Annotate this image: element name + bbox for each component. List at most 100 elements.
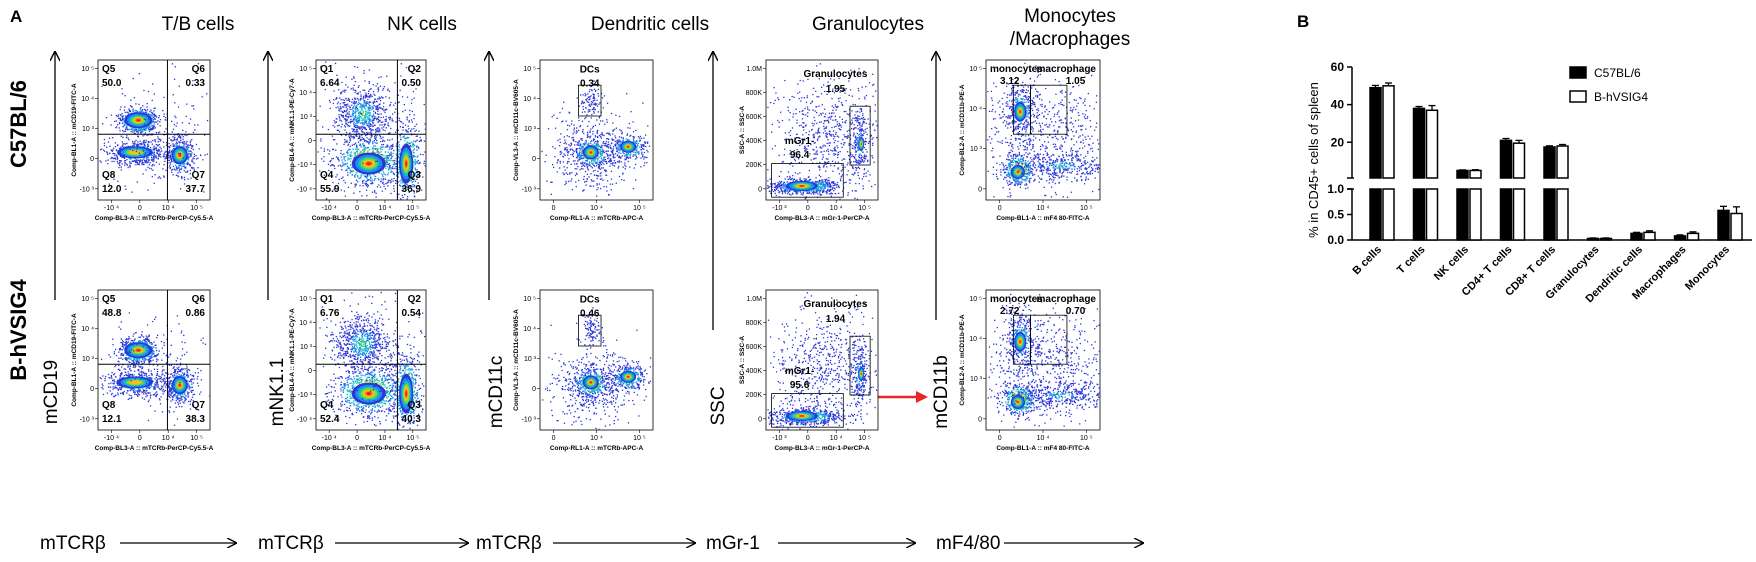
legend-label: B-hVSIG4 [1594,90,1648,104]
column-title-nk: NK cells [387,14,457,35]
plot-nk-y-param: Comp-BL4-A :: mNK1.1-PE-Cy7-A [289,78,296,182]
y-tick-lower: 0.0 [1327,233,1344,247]
event-dots [319,291,426,430]
bar-category-label: Monocytes [1683,244,1732,293]
plot-gr-ytick: 0 [758,186,762,193]
y-axis-name-tb: mCD19 [41,360,62,424]
plot-gr-ytick: 800K [746,90,763,97]
plot-tb-xtick: 0 [138,435,142,442]
plot-nk-xtick: 10 ⁵ [406,435,419,442]
plot-dc-xtick: 10 ⁵ [633,435,646,442]
plot-mm-ytick: 10 ⁵ [969,66,982,73]
plot-nk-ytick: -10 ³ [298,392,313,399]
gate-q7: Q7 [192,170,206,181]
gate-mgr1neg: mGr1- [785,136,814,147]
plot-nk-xtick: 10 ⁵ [406,205,419,212]
plot-mm-xtick: 0 [998,205,1002,212]
plot-gr-y-param: SSC-A :: SSC-A [739,106,746,154]
plot-dc-ytick: 10 ³ [524,126,537,133]
gate-q5-value: 50.0 [102,78,122,89]
plot-gr-xtick: -10 ³ [772,435,787,442]
plot-frame-dc [539,289,654,431]
plot-dc-x-param: Comp-RL1-A :: mTCRb-APC-A [550,215,644,222]
plot-dc-ytick: 10 ⁵ [523,66,536,73]
event-dots [541,80,651,197]
gate-q8: Q8 [102,170,116,181]
gate-q7-value: 38.3 [186,414,206,425]
plot-dc-ytick: 10 ⁵ [523,296,536,303]
plot-mm-x-param: Comp-BL1-A :: mF4 80-FITC-A [996,445,1090,452]
granulocyte-gate [849,335,871,396]
plot-dc-xtick: 10 ⁵ [633,205,646,212]
gate-q5: Q5 [102,64,116,75]
bar-y-label: % in CD45+ cells of spleen [1306,82,1321,238]
bar-c57bl6 [1412,105,1426,241]
x-axis-name-gran: mGr-1 [706,533,760,554]
flow-plot-gr-row0: Granulocytes 1.95 mGr1- 96.4 -10 ³ 0 10 ⁴ 10 ⁵ 1… [739,59,879,222]
gate-q2: Q2 [408,294,422,305]
plot-mm-xtick: 0 [998,435,1002,442]
plot-mm-y-param: Comp-BL2-A :: mCD11b-PE-A [959,84,966,175]
plot-dc-xtick: 0 [552,435,556,442]
plot-frame-tb [97,289,211,431]
bar-bhvsig4 [1469,169,1482,241]
gate-mgr1neg-value: 96.4 [790,150,810,161]
gate-q4-value: 52.4 [320,414,340,425]
gate-dcs-value: 0.34 [580,79,600,90]
bar-category-label: B cells [1351,244,1385,278]
plot-tb-y-param: Comp-BL1-A :: mCD19-FITC-A [71,83,78,177]
gate-macrophage-value: 0.70 [1066,306,1086,317]
plot-gr-y-param: SSC-A :: SSC-A [739,336,746,384]
column-title-mm-line1: Monocytes [1024,6,1116,27]
plot-nk-ytick: 10 ⁵ [299,296,312,303]
plot-mm-ytick: 10 ⁵ [969,296,982,303]
plot-gr-ytick: 1.0M [746,296,762,303]
gate-q6: Q6 [192,64,206,75]
plot-mm-xtick: 10 ⁵ [1080,435,1093,442]
gate-q2: Q2 [408,64,422,75]
panel-label-b: B [1297,12,1309,31]
bar-c57bl6 [1673,234,1687,241]
plot-gr-xtick: -10 ³ [772,205,787,212]
plot-dc-x-param: Comp-RL1-A :: mTCRb-APC-A [550,445,644,452]
plot-nk-xtick: 0 [355,205,359,212]
plot-tb-ytick: 10 ³ [82,356,95,363]
x-axis-name-nk: mTCRβ [258,533,324,554]
plot-gr-x-param: Comp-BL3-A :: mGr-1-PerCP-A [774,215,869,222]
plot-dc-y-param: Comp-VL3-A :: mCD11c-BV605-A [513,79,520,181]
y-tick-upper: 40 [1331,98,1345,112]
gate-macrophage: macrophage [1037,64,1097,75]
column-title-mm-line2: /Macrophages [1010,29,1130,50]
gate-q8: Q8 [102,400,116,411]
plot-mm-ytick: 10 ³ [970,376,983,383]
event-dots [317,61,426,200]
bar-c57bl6 [1586,237,1600,241]
plot-frame-gr [765,289,879,431]
gate-granulocytes-value: 1.94 [826,314,846,325]
event-dots [987,293,1100,428]
plot-mm-ytick: 10 ⁴ [969,106,982,113]
plot-nk-xtick: -10 ⁴ [322,205,337,212]
gate-q6-value: 0.33 [186,78,206,89]
bar-bhvsig4 [1599,237,1613,241]
bar-c57bl6 [1630,231,1643,241]
flow-plot-dc-row1: DCs 0.46 0 10 ⁴ 10 ⁵ 10 ⁵ 10 ⁴ 10 ³ 0 -10 ³ Comp-R… [513,289,654,452]
plot-gr-ytick: 800K [746,320,763,327]
plot-nk-y-param: Comp-BL4-A :: mNK1.1-PE-Cy7-A [289,308,296,412]
plot-dc-y-param: Comp-VL3-A :: mCD11c-BV605-A [513,309,520,411]
plot-frame-tb [97,59,211,201]
gate-monocytes: monocytes [990,64,1043,75]
plot-mm-ytick: 10 ³ [970,146,983,153]
gate-q1: Q1 [320,294,334,305]
bar-bhvsig4 [1382,82,1395,241]
plot-tb-xtick: 10 ⁵ [190,435,203,442]
plot-tb-xtick: -10 ⁴ [104,205,119,212]
plot-mm-xtick: 10 ⁴ [1037,435,1050,442]
plot-dc-ytick: 10 ⁴ [523,96,536,103]
bar-category-label: T cells [1395,244,1428,277]
bar-bhvsig4 [1425,104,1439,241]
plot-gr-x-param: Comp-BL3-A :: mGr-1-PerCP-A [774,445,869,452]
row-label-c57: C57BL/6 [6,80,31,168]
gate-dcs: DCs [580,295,600,306]
